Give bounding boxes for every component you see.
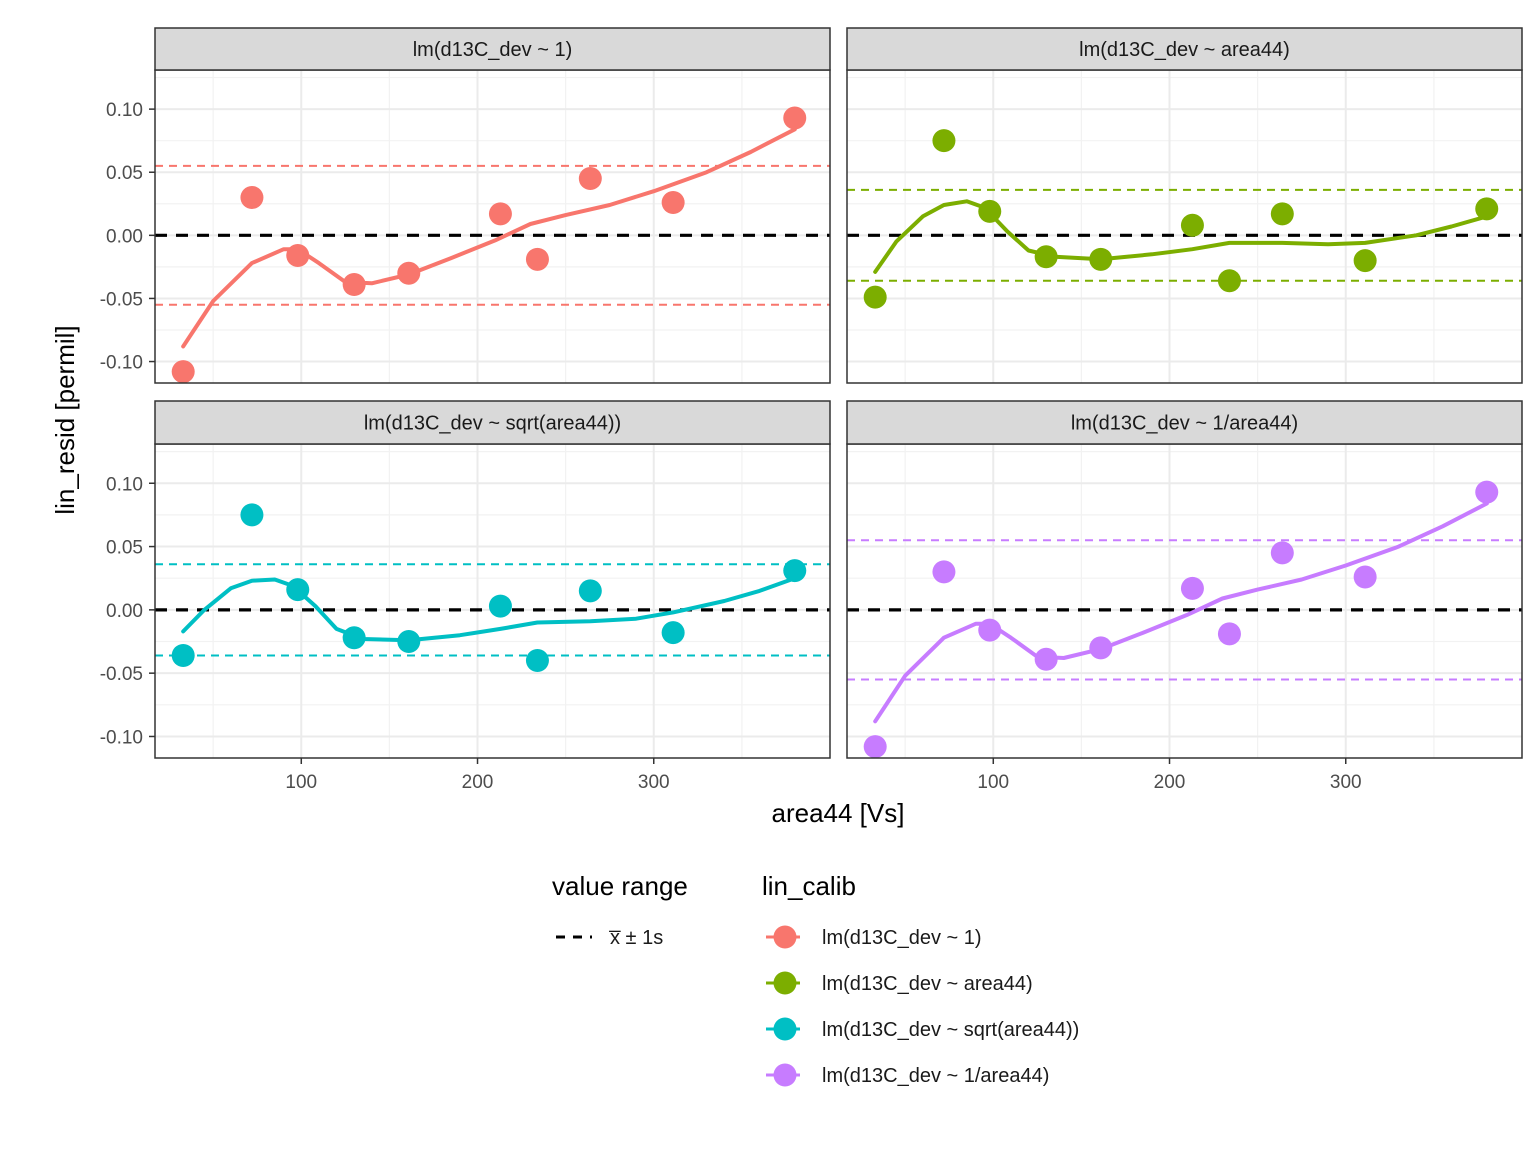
data-point [978, 618, 1002, 642]
legend-item: lm(d13C_dev ~ 1/area44) [766, 1063, 1049, 1087]
legend-key-point [773, 1063, 797, 1087]
data-point [397, 630, 421, 654]
legend-key-point [773, 1017, 797, 1041]
data-point [661, 191, 685, 215]
data-point [397, 261, 421, 285]
facet-strip-label: lm(d13C_dev ~ 1) [413, 39, 573, 61]
y-tick-label: -0.10 [100, 727, 143, 748]
y-tick-label: 0.05 [106, 163, 143, 184]
legend-key-point [773, 971, 797, 995]
y-tick-label: 0.10 [106, 474, 143, 495]
x-tick-label: 300 [1330, 772, 1362, 793]
y-tick-label: -0.05 [100, 664, 143, 685]
data-point [342, 273, 366, 297]
data-point [286, 578, 310, 602]
data-point [1217, 269, 1241, 293]
data-point [525, 247, 549, 271]
data-point [488, 202, 512, 226]
facet-strip [154, 400, 831, 445]
data-point [1353, 249, 1377, 273]
legend-item-label: lm(d13C_dev ~ sqrt(area44)) [822, 1019, 1079, 1041]
smooth-curve [181, 127, 797, 349]
data-point [783, 106, 807, 130]
legend-item: lm(d13C_dev ~ sqrt(area44)) [766, 1017, 1079, 1041]
axes: -0.10 -0.05 0.00 0.05 0.10 -0.10 -0.05 0.00 0.05… [100, 100, 1362, 793]
legend: value range x̅ ± 1s lin_calib lm(d13C_de… [552, 871, 1079, 1087]
data-point [1475, 480, 1499, 504]
facet-panel-1: lm(d13C_dev ~ 1) [154, 27, 831, 384]
data-point [488, 594, 512, 618]
facet-strip [154, 27, 831, 71]
data-point [1089, 247, 1113, 271]
smooth-curve [873, 501, 1489, 724]
legend-item: lm(d13C_dev ~ area44) [766, 971, 1033, 995]
legend-item-label: lm(d13C_dev ~ area44) [822, 973, 1033, 995]
legend-title-lin-calib: lin_calib [762, 871, 856, 901]
data-point [171, 643, 195, 667]
data-point [1034, 245, 1058, 269]
facet-panels: lm(d13C_dev ~ 1) lm(d13C_dev ~ area44) lm(… [154, 27, 1523, 759]
legend-item-label: lm(d13C_dev ~ 1) [822, 927, 982, 949]
data-point [1180, 576, 1204, 600]
data-point [1180, 213, 1204, 237]
facet-strip [846, 27, 1523, 71]
data-point [863, 735, 887, 759]
data-point [525, 649, 549, 673]
data-point [578, 579, 602, 603]
x-tick-label: 100 [285, 772, 317, 793]
data-point [1034, 647, 1058, 671]
data-point [1270, 202, 1294, 226]
facet-strip-label: lm(d13C_dev ~ sqrt(area44)) [364, 413, 621, 435]
panel-background [847, 444, 1522, 758]
facet-strip [846, 400, 1523, 445]
data-point [1475, 197, 1499, 221]
y-axis-title: lin_resid [permil] [50, 325, 80, 514]
legend-key-point [773, 925, 797, 949]
y-tick-label: 0.00 [106, 226, 143, 247]
legend-items: lm(d13C_dev ~ 1) lm(d13C_dev ~ area44) lm(… [766, 925, 1079, 1087]
legend-item: lm(d13C_dev ~ 1) [766, 925, 982, 949]
data-point [1217, 622, 1241, 646]
data-point [240, 503, 264, 527]
x-tick-label: 300 [638, 772, 670, 793]
legend-item-label: lm(d13C_dev ~ 1/area44) [822, 1065, 1049, 1087]
facet-strip-label: lm(d13C_dev ~ 1/area44) [1071, 413, 1298, 435]
data-point [1353, 565, 1377, 589]
data-point [932, 129, 956, 153]
facet-panel-3: lm(d13C_dev ~ sqrt(area44)) [154, 400, 831, 759]
data-point [286, 244, 310, 268]
x-axis-title: area44 [Vs] [772, 798, 905, 828]
data-point [783, 559, 807, 583]
data-point [1089, 636, 1113, 660]
legend-title-value-range: value range [552, 871, 688, 901]
x-tick-label: 100 [977, 772, 1009, 793]
y-tick-label: 0.10 [106, 100, 143, 121]
x-tick-label: 200 [462, 772, 494, 793]
facet-panel-4: lm(d13C_dev ~ 1/area44) [846, 400, 1523, 759]
legend-label-range: x̅ ± 1s [609, 927, 663, 949]
y-tick-label: 0.00 [106, 601, 143, 622]
data-point [932, 560, 956, 584]
y-tick-label: 0.05 [106, 538, 143, 559]
data-point [978, 199, 1002, 223]
data-point [661, 621, 685, 645]
y-tick-label: -0.05 [100, 289, 143, 310]
facet-strip-label: lm(d13C_dev ~ area44) [1079, 39, 1290, 61]
x-tick-label: 200 [1154, 772, 1186, 793]
data-point [342, 626, 366, 650]
data-point [863, 285, 887, 309]
data-point [578, 167, 602, 191]
data-point [240, 185, 264, 209]
data-point [171, 360, 195, 384]
data-point [1270, 541, 1294, 565]
facet-panel-2: lm(d13C_dev ~ area44) [846, 27, 1523, 384]
y-tick-label: -0.10 [100, 353, 143, 374]
panel-background [155, 70, 830, 383]
